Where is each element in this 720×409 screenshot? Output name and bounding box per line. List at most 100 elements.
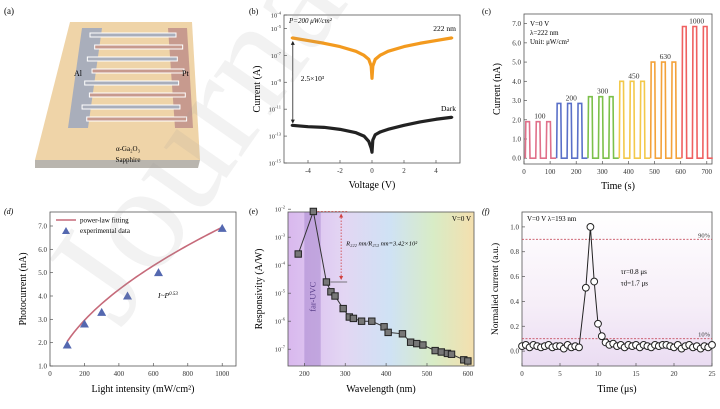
series-line-dark: [291, 115, 453, 154]
x-tick-label: 500: [422, 370, 433, 378]
y-tick-label: 10-2: [275, 205, 285, 214]
electrode-finger: [89, 32, 177, 38]
y-tick-label: 7.0: [512, 20, 521, 28]
x-tick-label: 200: [299, 370, 310, 378]
x-tick-label: 400: [114, 370, 125, 378]
x-axis-label: Time (s): [601, 181, 635, 192]
data-point: [386, 50, 390, 53]
y-tick-label: 10-5: [271, 24, 282, 33]
substrate-side: [35, 160, 200, 168]
panel-d-label: (d): [4, 207, 14, 216]
arrow-head-up: [290, 40, 295, 45]
data-point: [367, 58, 371, 61]
y-tick-label: 0.4: [510, 298, 519, 306]
series-line-200: [555, 102, 588, 160]
y-axis-label: Current (nA): [492, 63, 503, 115]
data-point: [368, 317, 376, 325]
data-point: [371, 64, 375, 68]
data-point: [294, 250, 302, 258]
pt-electrode: [168, 28, 193, 128]
data-point: [594, 319, 602, 328]
x-tick-label: 300: [340, 370, 351, 378]
y-tick-label: 2.0: [38, 339, 47, 347]
plot-frame: [49, 211, 237, 367]
y-tick-label: 7.0: [38, 223, 47, 231]
data-point: [123, 291, 132, 300]
y-tick-label: 1.0: [512, 136, 521, 144]
x-tick-label: -2: [337, 167, 343, 175]
panel-a-label: (a): [4, 6, 14, 16]
data-point: [575, 343, 583, 352]
pt-label: Pt: [182, 69, 189, 78]
data-point: [431, 346, 439, 355]
data-point: [450, 115, 454, 119]
series-line-630: [649, 61, 682, 160]
data-point: [339, 304, 347, 313]
y-tick-label: 0.0: [512, 155, 521, 163]
x-tick-label: 2: [402, 167, 406, 175]
data-point: [419, 341, 427, 349]
y-tick-label: 3.0: [38, 316, 47, 324]
x-tick-label: 15: [633, 370, 641, 378]
data-point: [398, 330, 407, 338]
y-tick-label: 10-3: [275, 233, 286, 242]
data-point: [434, 39, 438, 42]
y-tick-label: 0.6: [510, 273, 519, 281]
series-label-200: 200: [566, 93, 578, 102]
threshold-label: 10%: [698, 332, 711, 339]
x-tick-label: 0: [48, 370, 52, 378]
series-label-450: 450: [628, 71, 640, 80]
data-point: [418, 120, 422, 124]
x-tick-label: -4: [305, 167, 311, 175]
series-line-450: [618, 80, 651, 160]
data-point: [362, 134, 366, 138]
x-tick-label: 100: [545, 168, 556, 176]
substrate-label: Sapphire: [116, 156, 141, 164]
data-point: [354, 131, 358, 135]
fit-line: [66, 226, 223, 342]
x-tick-label: 400: [623, 168, 634, 176]
bias-label: V=0 V: [452, 215, 471, 223]
annotation: λ=222 nm: [530, 29, 559, 37]
data-point: [154, 268, 163, 277]
y-tick-label: 10-5: [275, 289, 286, 298]
legend-data-label: experimental data: [80, 227, 131, 235]
x-tick-label: 0: [522, 168, 526, 176]
electrode-finger: [88, 92, 186, 98]
x-axis-label: Time (μs): [597, 384, 636, 395]
data-point: [290, 124, 294, 127]
y-tick-label: 10-9: [271, 78, 282, 87]
y-tick-label: 4.0: [38, 293, 47, 301]
y-tick-label: 4.0: [512, 78, 521, 86]
condition-label: V=0 V λ=193 nm: [527, 215, 577, 223]
data-point: [370, 76, 374, 80]
data-point: [708, 340, 716, 349]
data-point: [354, 50, 358, 53]
series-line-300: [587, 95, 619, 160]
data-point: [418, 41, 422, 45]
y-axis-label: Normalied current (a.u.): [490, 243, 501, 335]
data-point: [369, 146, 373, 150]
electrode-finger: [86, 56, 178, 62]
y-tick-label: 6.0: [38, 246, 47, 254]
data-point: [357, 317, 366, 325]
y-tick-label: 5.0: [38, 269, 47, 277]
data-point: [79, 319, 89, 328]
data-point: [322, 126, 326, 129]
far-uvc-label: far-UVC: [308, 281, 318, 311]
x-axis-label: Light intensity (mW/cm²): [92, 384, 195, 395]
data-point: [590, 277, 599, 286]
y-tick-label: 1.0: [38, 363, 47, 371]
y-tick-label: 5.0: [512, 59, 521, 67]
x-tick-label: 5: [558, 370, 562, 378]
panel-c-label: (c): [482, 7, 491, 16]
x-tick-label: 700: [702, 168, 713, 176]
data-point: [450, 36, 454, 40]
plot-background: [522, 212, 712, 366]
plot-frame: [287, 211, 475, 367]
al-electrode: [68, 28, 102, 128]
data-point: [406, 338, 415, 346]
plot-frame: [521, 211, 713, 367]
data-point: [309, 207, 318, 216]
y-axis-label: Responsivity (A/W): [254, 249, 265, 330]
